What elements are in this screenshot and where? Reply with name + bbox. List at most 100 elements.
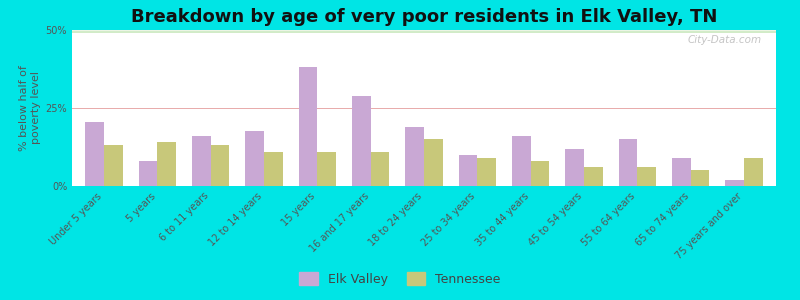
Bar xyxy=(72,31,776,32)
Y-axis label: % below half of
poverty level: % below half of poverty level xyxy=(19,65,42,151)
Bar xyxy=(72,31,776,32)
Bar xyxy=(72,31,776,32)
Bar xyxy=(72,30,776,32)
Bar xyxy=(72,30,776,31)
Bar xyxy=(72,30,776,32)
Bar xyxy=(744,158,762,186)
Legend: Elk Valley, Tennessee: Elk Valley, Tennessee xyxy=(294,267,506,291)
Bar xyxy=(72,31,776,33)
Bar xyxy=(72,31,776,32)
Bar xyxy=(72,31,776,33)
Bar xyxy=(72,32,776,33)
Bar xyxy=(72,31,776,33)
Bar xyxy=(458,155,478,186)
Bar xyxy=(72,31,776,32)
Bar xyxy=(72,30,776,32)
Bar xyxy=(72,31,776,32)
Bar xyxy=(72,31,776,32)
Bar xyxy=(72,32,776,33)
Bar xyxy=(72,31,776,32)
Bar xyxy=(72,31,776,32)
Bar xyxy=(72,31,776,32)
Bar xyxy=(72,31,776,32)
Title: Breakdown by age of very poor residents in Elk Valley, TN: Breakdown by age of very poor residents … xyxy=(131,8,717,26)
Bar xyxy=(72,30,776,32)
Bar xyxy=(72,31,776,33)
Bar xyxy=(72,32,776,33)
Bar xyxy=(318,152,336,186)
Bar xyxy=(72,32,776,33)
Bar xyxy=(210,146,230,186)
Bar xyxy=(72,31,776,32)
Bar xyxy=(72,31,776,33)
Bar xyxy=(584,167,602,186)
Bar xyxy=(72,30,776,32)
Bar xyxy=(72,31,776,32)
Bar xyxy=(72,30,776,32)
Bar xyxy=(478,158,496,186)
Bar xyxy=(72,31,776,32)
Bar xyxy=(726,180,744,186)
Bar xyxy=(512,136,530,186)
Bar xyxy=(72,30,776,32)
Bar xyxy=(72,30,776,32)
Bar xyxy=(690,170,710,186)
Bar xyxy=(72,31,776,33)
Bar xyxy=(72,30,776,32)
Bar xyxy=(72,31,776,32)
Bar xyxy=(638,167,656,186)
Bar xyxy=(72,31,776,33)
Bar xyxy=(72,31,776,33)
Bar xyxy=(72,31,776,33)
Bar xyxy=(104,146,122,186)
Bar xyxy=(72,31,776,32)
Bar xyxy=(72,31,776,32)
Text: City-Data.com: City-Data.com xyxy=(688,35,762,45)
Bar xyxy=(72,32,776,33)
Bar xyxy=(72,30,776,32)
Bar xyxy=(72,30,776,32)
Bar xyxy=(370,152,390,186)
Bar xyxy=(672,158,690,186)
Bar xyxy=(424,139,442,186)
Bar xyxy=(72,31,776,32)
Bar xyxy=(72,30,776,32)
Bar xyxy=(246,131,264,186)
Bar xyxy=(72,31,776,33)
Bar xyxy=(72,31,776,33)
Bar xyxy=(72,31,776,33)
Bar xyxy=(192,136,210,186)
Bar xyxy=(72,30,776,32)
Bar xyxy=(138,161,158,186)
Bar xyxy=(72,30,776,32)
Bar xyxy=(72,32,776,33)
Bar xyxy=(566,148,584,186)
Bar xyxy=(72,31,776,32)
Bar xyxy=(72,32,776,33)
Bar xyxy=(72,30,776,32)
Bar xyxy=(72,31,776,33)
Bar xyxy=(72,30,776,32)
Bar xyxy=(72,30,776,31)
Bar xyxy=(72,31,776,33)
Bar xyxy=(72,31,776,33)
Bar xyxy=(72,32,776,33)
Bar xyxy=(72,31,776,32)
Bar xyxy=(618,139,638,186)
Bar xyxy=(86,122,104,186)
Bar xyxy=(72,31,776,33)
Bar xyxy=(72,31,776,32)
Bar xyxy=(72,31,776,33)
Bar xyxy=(72,31,776,33)
Bar xyxy=(406,127,424,186)
Bar xyxy=(298,68,318,186)
Bar xyxy=(72,30,776,32)
Bar xyxy=(72,30,776,31)
Bar xyxy=(72,32,776,33)
Bar xyxy=(72,30,776,32)
Bar xyxy=(72,31,776,33)
Bar xyxy=(72,31,776,32)
Bar xyxy=(72,31,776,32)
Bar xyxy=(72,31,776,32)
Bar xyxy=(72,30,776,31)
